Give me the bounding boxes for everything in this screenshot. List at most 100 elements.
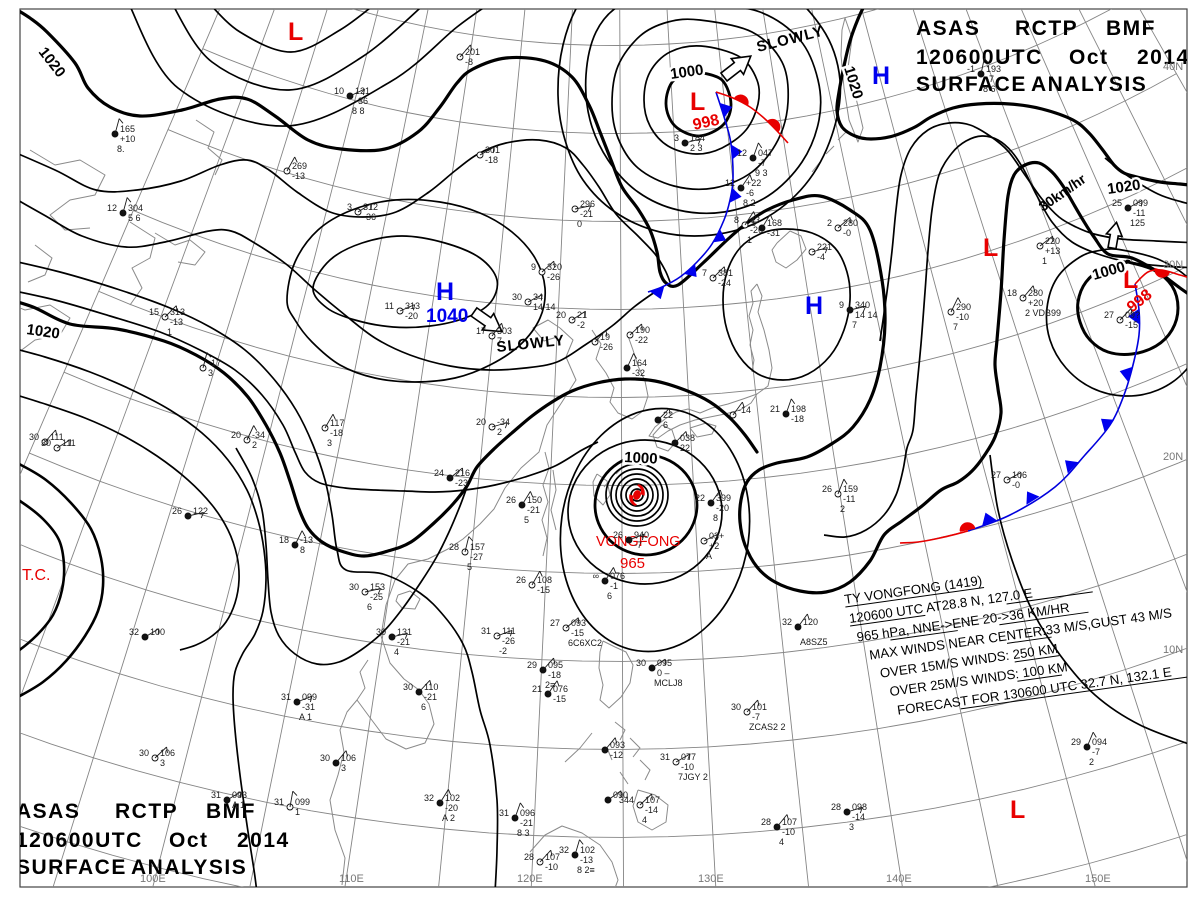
- svg-text:30: 30: [403, 682, 413, 692]
- svg-text:-10: -10: [545, 862, 558, 872]
- svg-text:17: 17: [476, 326, 486, 336]
- svg-text:093: 093: [232, 790, 247, 800]
- svg-text:303: 303: [497, 326, 512, 336]
- svg-text:-18: -18: [330, 428, 343, 438]
- svg-text:-11: -11: [1133, 208, 1145, 218]
- svg-text:8 2: 8 2: [743, 198, 756, 208]
- svg-text:30: 30: [731, 702, 741, 712]
- svg-text:038: 038: [680, 433, 695, 443]
- svg-text:30: 30: [139, 748, 149, 758]
- svg-text:090: 090: [613, 790, 628, 800]
- svg-text:ANALYSIS: ANALYSIS: [131, 856, 247, 879]
- svg-text:304: 304: [128, 203, 143, 213]
- svg-text:6C6XC2: 6C6XC2: [568, 638, 602, 648]
- svg-text:047: 047: [758, 148, 773, 158]
- svg-text:-18: -18: [548, 670, 561, 680]
- svg-text:22: 22: [663, 410, 673, 420]
- svg-text:120600UTC: 120600UTC: [16, 829, 143, 852]
- svg-text:221: 221: [817, 242, 832, 252]
- svg-text:7: 7: [497, 336, 502, 346]
- svg-text:2 3: 2 3: [690, 143, 703, 153]
- svg-text:-11: -11: [843, 494, 855, 504]
- svg-text:10: 10: [334, 86, 344, 96]
- svg-text:077: 077: [681, 752, 696, 762]
- svg-text:32: 32: [424, 793, 434, 803]
- svg-text:-13: -13: [170, 317, 183, 327]
- svg-text:-7: -7: [634, 540, 642, 550]
- svg-text:2: 2: [840, 504, 845, 514]
- svg-text:27: 27: [991, 470, 1001, 480]
- svg-text:-20: -20: [405, 311, 418, 321]
- svg-text:6: 6: [367, 602, 372, 612]
- svg-text:7JGY 2: 7JGY 2: [678, 772, 708, 782]
- svg-text:100: 100: [150, 627, 165, 637]
- svg-text:1040: 1040: [426, 306, 468, 327]
- svg-text:1: 1: [295, 807, 300, 817]
- svg-text:-31: -31: [302, 702, 315, 712]
- svg-text:-14: -14: [852, 812, 865, 822]
- svg-text:21: 21: [532, 684, 542, 694]
- svg-text:190: 190: [635, 325, 650, 335]
- svg-text:8 3: 8 3: [517, 828, 530, 838]
- svg-text:-7: -7: [758, 158, 766, 168]
- svg-text:H: H: [436, 278, 454, 306]
- svg-text:095: 095: [657, 658, 672, 668]
- svg-text:-17: -17: [208, 358, 221, 368]
- svg-text:-15: -15: [1125, 320, 1138, 330]
- svg-text:18: 18: [279, 535, 289, 545]
- svg-text:SURFACE: SURFACE: [916, 73, 1027, 96]
- svg-text:296: 296: [580, 199, 595, 209]
- svg-text:∞: ∞: [593, 571, 599, 581]
- svg-text:965: 965: [620, 555, 645, 572]
- svg-text:30: 30: [320, 753, 330, 763]
- svg-text:31: 31: [211, 790, 221, 800]
- svg-text:+10: +10: [120, 134, 135, 144]
- svg-text:-10: -10: [782, 827, 795, 837]
- svg-text:110E: 110E: [339, 873, 364, 885]
- svg-text:L: L: [690, 88, 705, 116]
- svg-text:093: 093: [610, 740, 625, 750]
- svg-text:5: 5: [751, 218, 756, 228]
- svg-text:4: 4: [642, 815, 647, 825]
- svg-text:-34: -34: [252, 430, 265, 440]
- svg-text:120: 120: [803, 617, 818, 627]
- svg-text:28: 28: [831, 802, 841, 812]
- svg-text:150: 150: [527, 495, 542, 505]
- svg-text:20: 20: [231, 430, 241, 440]
- svg-text:L: L: [983, 234, 998, 262]
- svg-text:ASAS: ASAS: [916, 17, 980, 40]
- svg-text:164: 164: [632, 358, 647, 368]
- svg-text:RCTP: RCTP: [115, 800, 178, 823]
- svg-text:32: 32: [559, 845, 569, 855]
- svg-text:340: 340: [855, 300, 870, 310]
- svg-text:10N: 10N: [1163, 644, 1183, 656]
- svg-text:-14: -14: [738, 405, 751, 415]
- svg-text:30N: 30N: [1163, 259, 1183, 271]
- svg-text:22: 22: [680, 443, 690, 453]
- svg-text:VONGFONG: VONGFONG: [596, 534, 681, 550]
- svg-text:RCTP: RCTP: [1015, 17, 1078, 40]
- svg-text:3: 3: [327, 438, 332, 448]
- svg-text:26: 26: [172, 506, 182, 516]
- svg-text:12: 12: [737, 148, 747, 158]
- svg-text:24: 24: [434, 468, 444, 478]
- svg-text:344: 344: [619, 795, 634, 805]
- svg-text:131: 131: [397, 627, 412, 637]
- svg-text:-20: -20: [716, 503, 729, 513]
- svg-text:110: 110: [424, 682, 438, 692]
- svg-text:-21: -21: [397, 637, 410, 647]
- svg-text:100E: 100E: [140, 873, 166, 885]
- svg-text:H: H: [805, 292, 823, 320]
- svg-text:193: 193: [986, 64, 1001, 74]
- svg-text:108: 108: [537, 575, 552, 585]
- svg-text:ZCAS2 2: ZCAS2 2: [749, 722, 786, 732]
- svg-text:3: 3: [347, 202, 352, 212]
- svg-text:-36: -36: [355, 96, 368, 106]
- svg-text:14 14: 14 14: [533, 302, 556, 312]
- svg-text:32: 32: [782, 617, 792, 627]
- svg-text:1: 1: [747, 235, 752, 245]
- svg-text:-8: -8: [465, 57, 473, 67]
- svg-text:-26: -26: [502, 636, 515, 646]
- svg-text:165: 165: [120, 124, 135, 134]
- svg-text:25: 25: [1112, 198, 1122, 208]
